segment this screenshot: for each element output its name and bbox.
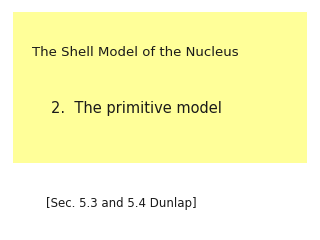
Text: The Shell Model of the Nucleus: The Shell Model of the Nucleus xyxy=(32,46,239,59)
Text: [Sec. 5.3 and 5.4 Dunlap]: [Sec. 5.3 and 5.4 Dunlap] xyxy=(46,198,197,210)
Text: 2.  The primitive model: 2. The primitive model xyxy=(51,101,222,115)
Bar xyxy=(13,12,307,163)
